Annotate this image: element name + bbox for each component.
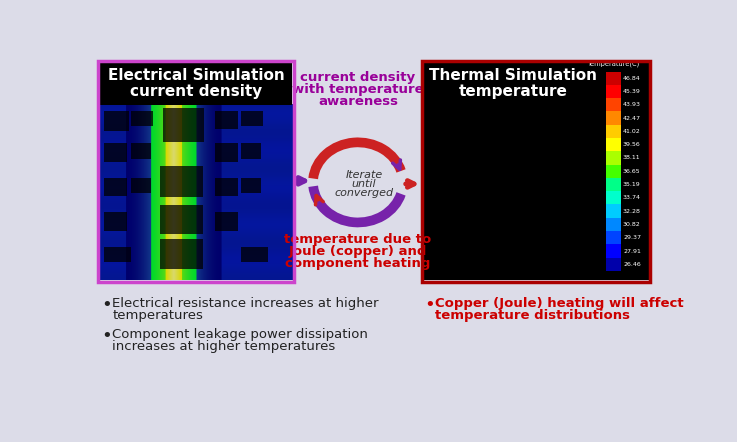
- Bar: [241, 247, 268, 263]
- Bar: [214, 178, 238, 196]
- Bar: [104, 143, 127, 162]
- Text: 29.37: 29.37: [623, 235, 641, 240]
- Text: 41.02: 41.02: [623, 129, 640, 134]
- Bar: [241, 143, 261, 159]
- Bar: [487, 128, 526, 155]
- Bar: [525, 236, 552, 252]
- Bar: [214, 111, 238, 129]
- Bar: [606, 218, 621, 231]
- Bar: [463, 197, 486, 214]
- Bar: [606, 258, 621, 271]
- Bar: [131, 111, 153, 126]
- Bar: [98, 61, 293, 282]
- Bar: [100, 62, 292, 105]
- Text: Copper (Joule) heating will affect: Copper (Joule) heating will affect: [435, 297, 683, 310]
- Bar: [104, 111, 128, 131]
- Text: 30.82: 30.82: [623, 222, 640, 227]
- Text: 27.91: 27.91: [623, 248, 641, 254]
- Bar: [559, 159, 583, 175]
- Text: Component leakage power dissipation: Component leakage power dissipation: [112, 328, 368, 341]
- Bar: [104, 213, 127, 231]
- Text: 33.74: 33.74: [623, 195, 641, 200]
- Text: 39.56: 39.56: [623, 142, 640, 147]
- Text: temperatures: temperatures: [112, 309, 203, 322]
- Bar: [606, 244, 621, 258]
- Text: component heating: component heating: [285, 257, 430, 270]
- Text: Thermal Simulation: Thermal Simulation: [429, 68, 597, 83]
- Bar: [104, 178, 127, 196]
- Bar: [525, 197, 552, 219]
- Text: converged: converged: [335, 188, 394, 198]
- Bar: [559, 120, 583, 137]
- Bar: [606, 164, 621, 178]
- Bar: [606, 85, 621, 98]
- Text: 46.84: 46.84: [623, 76, 640, 81]
- Bar: [214, 143, 238, 162]
- Text: 35.19: 35.19: [623, 182, 640, 187]
- Text: •: •: [102, 327, 112, 345]
- Text: until: until: [352, 179, 377, 189]
- Text: temperature due to: temperature due to: [284, 233, 432, 246]
- Text: awareness: awareness: [318, 95, 398, 108]
- Bar: [214, 213, 238, 231]
- Text: 43.93: 43.93: [623, 102, 641, 107]
- Bar: [161, 205, 203, 234]
- Bar: [487, 205, 526, 232]
- Text: •: •: [424, 296, 435, 314]
- Text: current density: current density: [301, 71, 416, 84]
- Text: •: •: [102, 296, 112, 314]
- Bar: [161, 166, 203, 197]
- Text: Electrical resistance increases at higher: Electrical resistance increases at highe…: [112, 297, 379, 310]
- Text: 26.46: 26.46: [623, 262, 640, 267]
- Text: current density: current density: [130, 84, 262, 99]
- Bar: [164, 108, 203, 142]
- Bar: [427, 236, 455, 252]
- Text: temperature distributions: temperature distributions: [435, 309, 629, 323]
- Bar: [606, 205, 621, 218]
- Text: increases at higher temperatures: increases at higher temperatures: [112, 340, 335, 353]
- Bar: [606, 72, 621, 85]
- Bar: [606, 125, 621, 138]
- Bar: [427, 197, 455, 219]
- Text: 32.28: 32.28: [623, 209, 641, 213]
- Bar: [161, 240, 203, 269]
- Bar: [463, 159, 486, 175]
- Bar: [463, 120, 486, 137]
- Bar: [606, 138, 621, 151]
- Bar: [525, 120, 552, 141]
- Text: 38.11: 38.11: [623, 156, 640, 160]
- Bar: [606, 178, 621, 191]
- Text: Iterate: Iterate: [346, 170, 383, 180]
- Bar: [241, 111, 262, 126]
- Bar: [104, 247, 131, 263]
- Text: Electrical Simulation: Electrical Simulation: [108, 68, 284, 83]
- Bar: [606, 151, 621, 164]
- Bar: [131, 178, 151, 193]
- Bar: [487, 240, 526, 267]
- Text: temperature: temperature: [458, 84, 567, 99]
- Bar: [422, 61, 650, 282]
- Bar: [525, 159, 552, 180]
- Bar: [559, 197, 583, 214]
- Text: 42.47: 42.47: [623, 115, 641, 121]
- Bar: [606, 98, 621, 111]
- Bar: [241, 178, 261, 193]
- Bar: [424, 62, 649, 280]
- Bar: [427, 159, 455, 180]
- Text: with temperature: with temperature: [292, 84, 424, 96]
- Bar: [606, 111, 621, 125]
- Text: Joule (copper) and: Joule (copper) and: [289, 245, 427, 258]
- Bar: [427, 120, 455, 141]
- Bar: [606, 191, 621, 205]
- Text: 45.39: 45.39: [623, 89, 641, 94]
- Text: Temperature(C): Temperature(C): [587, 61, 640, 67]
- Bar: [606, 231, 621, 244]
- Bar: [131, 143, 151, 159]
- Text: 36.65: 36.65: [623, 169, 640, 174]
- Bar: [487, 166, 526, 193]
